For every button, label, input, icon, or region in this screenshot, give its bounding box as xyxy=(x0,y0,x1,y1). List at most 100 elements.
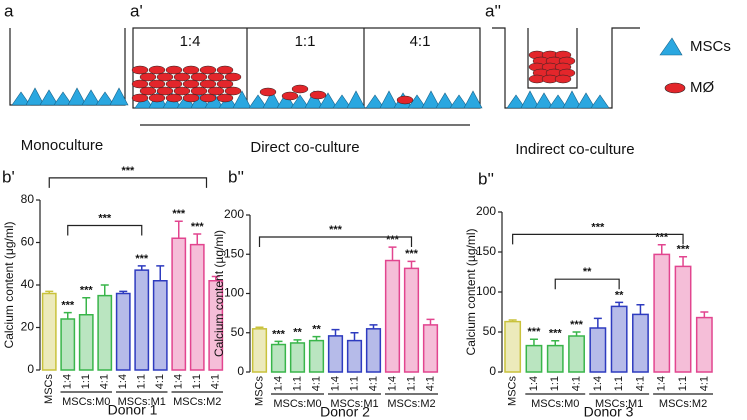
significance-label: ** xyxy=(293,327,302,339)
bar xyxy=(171,237,187,371)
error-bar xyxy=(274,340,283,345)
msc-cell xyxy=(232,90,252,109)
y-tick-label: 200 xyxy=(224,207,244,221)
x-tick-label: 1:4 xyxy=(592,376,604,391)
macrophage-cell xyxy=(165,65,183,75)
significance-label: *** xyxy=(655,232,669,244)
bar xyxy=(653,253,671,373)
x-tick-label: 4:1 xyxy=(570,376,582,391)
x-tick-label: 1:4 xyxy=(329,376,341,391)
bar xyxy=(695,316,713,373)
error-bar xyxy=(572,331,581,336)
bracket-label: *** xyxy=(591,221,605,233)
y-axis-label: Calcium content (μg/ml) xyxy=(2,222,16,349)
msc-cell xyxy=(379,90,399,109)
x-tick-label: MSCs xyxy=(253,376,265,406)
y-tick-label: 50 xyxy=(483,324,497,338)
macrophage-cell xyxy=(148,79,166,89)
significance-bracket xyxy=(67,224,143,236)
bar xyxy=(152,280,168,371)
error-bar xyxy=(45,290,54,294)
macrophage-cell xyxy=(207,72,225,82)
macrophage-cell xyxy=(199,93,217,103)
y-tick-label: 100 xyxy=(476,284,496,298)
x-tick-label: 4:1 xyxy=(634,376,646,391)
msc-cell xyxy=(534,92,554,109)
group-label: MSCs:M2 xyxy=(387,398,435,410)
error-bar xyxy=(369,324,378,329)
x-tick-label: 1:1 xyxy=(549,376,561,391)
x-tick-label: 1:4 xyxy=(272,376,284,391)
significance-label: *** xyxy=(191,221,205,233)
x-tick-label: 4:1 xyxy=(99,374,111,389)
bar xyxy=(568,335,585,373)
x-tick-label: 1:4 xyxy=(656,376,668,391)
y-tick-label: 200 xyxy=(476,204,496,218)
error-bar xyxy=(615,301,624,307)
msc-cell xyxy=(576,92,596,109)
bar xyxy=(97,294,113,371)
error-bar xyxy=(174,220,183,239)
msc-cell xyxy=(81,89,101,106)
macrophage-cell xyxy=(131,93,149,103)
x-tick-label: 1:4 xyxy=(528,376,540,391)
bar xyxy=(365,328,382,373)
bar xyxy=(308,339,325,373)
ratio-label: 1:4 xyxy=(180,33,201,50)
msc-cell xyxy=(435,92,455,109)
group-label: MSCs:M1 xyxy=(118,396,166,408)
error-bar xyxy=(636,304,645,315)
error-bar xyxy=(100,284,109,296)
msc-cell xyxy=(53,91,73,106)
macrophage-cell xyxy=(396,95,414,105)
bar xyxy=(327,335,344,373)
y-tick-label: 0 xyxy=(489,364,496,378)
error-bar xyxy=(255,326,264,329)
x-tick-label: 4:1 xyxy=(210,374,222,389)
x-tick-label: 1:4 xyxy=(386,376,398,391)
legend-label: MSCs xyxy=(690,38,731,55)
msc-cell xyxy=(449,94,469,109)
msc-cell xyxy=(346,90,366,109)
y-axis-label: Calcium content (µg/ml) xyxy=(212,230,226,357)
msc-cell xyxy=(318,92,338,109)
msc-cell xyxy=(506,94,526,109)
caption: Direct co-culture xyxy=(250,139,359,156)
bracket-label: *** xyxy=(121,165,135,177)
significance-bracket xyxy=(554,278,620,290)
x-tick-label: 1:1 xyxy=(348,376,360,391)
y-tick-label: 150 xyxy=(224,246,244,260)
group-label: MSCs:M1 xyxy=(330,398,378,410)
panel-label: a'' xyxy=(485,1,501,20)
x-axis-title: Donor 1 xyxy=(108,402,158,418)
insert xyxy=(527,28,578,89)
y-tick-label: 50 xyxy=(231,325,245,339)
macrophage-cell xyxy=(148,93,166,103)
x-tick-label: 1:1 xyxy=(405,376,417,391)
panel-label: b'' xyxy=(478,169,494,188)
error-bar xyxy=(407,260,416,269)
error-bar xyxy=(137,265,146,271)
macrophage-cell xyxy=(216,65,234,75)
group-label: MSCs:M2 xyxy=(173,396,221,408)
x-tick-label: 1:1 xyxy=(136,374,148,389)
msc-cell xyxy=(11,91,31,106)
ratio-label: 1:1 xyxy=(295,33,316,50)
macrophage-cell xyxy=(199,79,217,89)
panel-label: b' xyxy=(2,167,15,186)
significance-label: *** xyxy=(272,328,286,340)
y-tick-label: 20 xyxy=(21,320,35,334)
x-tick-label: MSCs xyxy=(507,376,519,406)
msc-cell xyxy=(548,94,568,109)
macrophage-cell xyxy=(173,86,191,96)
error-bar xyxy=(657,244,666,255)
x-tick-label: 1:4 xyxy=(173,374,185,389)
y-tick-label: 40 xyxy=(21,277,35,291)
msc-cell xyxy=(25,87,45,106)
error-bar xyxy=(82,297,91,315)
macrophage-cell xyxy=(156,72,174,82)
macrophage-cell xyxy=(216,93,234,103)
bar xyxy=(674,265,692,373)
macrophage-cell xyxy=(216,79,234,89)
bar xyxy=(632,313,649,373)
